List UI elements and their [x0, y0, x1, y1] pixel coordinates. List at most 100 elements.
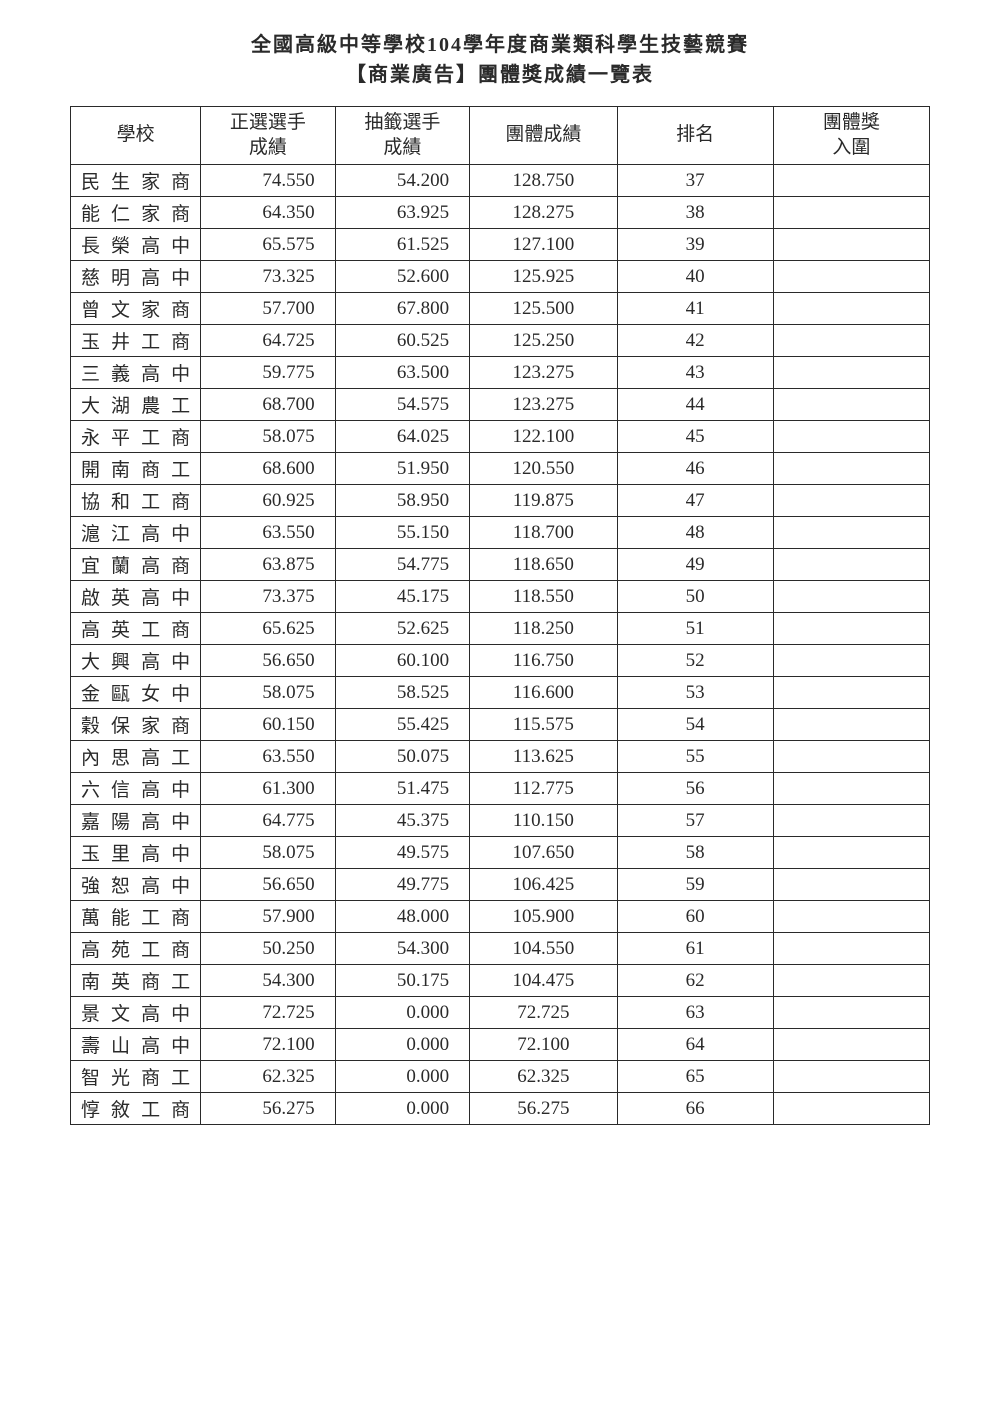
cell-school: 高英工商	[71, 613, 201, 645]
cell-rank: 54	[617, 709, 773, 741]
cell-award	[773, 485, 929, 517]
cell-rank: 41	[617, 293, 773, 325]
cell-score1: 62.325	[201, 1061, 335, 1093]
cell-rank: 49	[617, 549, 773, 581]
cell-rank: 62	[617, 965, 773, 997]
cell-award	[773, 1093, 929, 1125]
cell-rank: 45	[617, 421, 773, 453]
cell-award	[773, 517, 929, 549]
cell-rank: 46	[617, 453, 773, 485]
cell-score2: 63.925	[335, 197, 469, 229]
cell-award	[773, 933, 929, 965]
cell-score2: 0.000	[335, 1093, 469, 1125]
table-row: 滬江高中63.55055.150118.70048	[71, 517, 930, 549]
cell-award	[773, 805, 929, 837]
cell-total: 116.750	[470, 645, 617, 677]
cell-rank: 47	[617, 485, 773, 517]
cell-award	[773, 1061, 929, 1093]
cell-score2: 51.950	[335, 453, 469, 485]
cell-rank: 61	[617, 933, 773, 965]
cell-school: 南英商工	[71, 965, 201, 997]
cell-total: 110.150	[470, 805, 617, 837]
cell-rank: 52	[617, 645, 773, 677]
cell-score2: 45.375	[335, 805, 469, 837]
cell-school: 三義高中	[71, 357, 201, 389]
table-row: 協和工商60.92558.950119.87547	[71, 485, 930, 517]
cell-score1: 65.625	[201, 613, 335, 645]
table-row: 三義高中59.77563.500123.27543	[71, 357, 930, 389]
cell-score2: 0.000	[335, 1061, 469, 1093]
cell-award	[773, 549, 929, 581]
cell-school: 長榮高中	[71, 229, 201, 261]
cell-total: 107.650	[470, 837, 617, 869]
cell-score1: 63.875	[201, 549, 335, 581]
cell-score2: 60.525	[335, 325, 469, 357]
cell-school: 能仁家商	[71, 197, 201, 229]
cell-score2: 58.525	[335, 677, 469, 709]
cell-school: 壽山高中	[71, 1029, 201, 1061]
cell-score1: 60.150	[201, 709, 335, 741]
cell-total: 118.700	[470, 517, 617, 549]
results-table: 學校 正選選手 成績 抽籤選手 成績 團體成績 排名 團體獎 入圍 民生家商74…	[70, 106, 930, 1125]
cell-score1: 63.550	[201, 741, 335, 773]
cell-score2: 0.000	[335, 1029, 469, 1061]
cell-total: 113.625	[470, 741, 617, 773]
cell-score1: 68.600	[201, 453, 335, 485]
cell-total: 118.550	[470, 581, 617, 613]
cell-school: 玉里高中	[71, 837, 201, 869]
col-award-l2: 入圍	[832, 137, 870, 158]
cell-school: 開南商工	[71, 453, 201, 485]
title-line-2: 【商業廣告】團體獎成績一覽表	[70, 60, 930, 90]
table-row: 強恕高中56.65049.775106.42559	[71, 869, 930, 901]
cell-score1: 56.650	[201, 869, 335, 901]
cell-award	[773, 229, 929, 261]
cell-award	[773, 261, 929, 293]
cell-award	[773, 293, 929, 325]
cell-school: 啟英高中	[71, 581, 201, 613]
title-line-1: 全國高級中等學校104學年度商業類科學生技藝競賽	[70, 30, 930, 60]
cell-score2: 64.025	[335, 421, 469, 453]
cell-score2: 49.775	[335, 869, 469, 901]
cell-award	[773, 709, 929, 741]
cell-award	[773, 645, 929, 677]
cell-total: 118.650	[470, 549, 617, 581]
col-score1-l2: 成績	[249, 137, 287, 158]
cell-award	[773, 197, 929, 229]
cell-score2: 51.475	[335, 773, 469, 805]
cell-school: 慈明高中	[71, 261, 201, 293]
cell-school: 穀保家商	[71, 709, 201, 741]
table-row: 曾文家商57.70067.800125.50041	[71, 293, 930, 325]
cell-score1: 63.550	[201, 517, 335, 549]
cell-total: 120.550	[470, 453, 617, 485]
cell-school: 萬能工商	[71, 901, 201, 933]
table-row: 慈明高中73.32552.600125.92540	[71, 261, 930, 293]
cell-score2: 67.800	[335, 293, 469, 325]
cell-score1: 59.775	[201, 357, 335, 389]
cell-award	[773, 325, 929, 357]
cell-award	[773, 581, 929, 613]
cell-school: 強恕高中	[71, 869, 201, 901]
cell-score1: 72.725	[201, 997, 335, 1029]
cell-rank: 56	[617, 773, 773, 805]
cell-total: 119.875	[470, 485, 617, 517]
cell-rank: 51	[617, 613, 773, 645]
cell-total: 106.425	[470, 869, 617, 901]
cell-rank: 66	[617, 1093, 773, 1125]
col-score2-l1: 抽籤選手	[364, 112, 440, 133]
table-row: 壽山高中72.1000.00072.10064	[71, 1029, 930, 1061]
cell-score1: 50.250	[201, 933, 335, 965]
cell-score2: 52.600	[335, 261, 469, 293]
cell-rank: 64	[617, 1029, 773, 1061]
cell-school: 高苑工商	[71, 933, 201, 965]
cell-award	[773, 869, 929, 901]
cell-rank: 42	[617, 325, 773, 357]
cell-total: 122.100	[470, 421, 617, 453]
cell-rank: 65	[617, 1061, 773, 1093]
col-total: 團體成績	[470, 107, 617, 165]
col-award: 團體獎 入圍	[773, 107, 929, 165]
table-row: 高英工商65.62552.625118.25051	[71, 613, 930, 645]
cell-total: 56.275	[470, 1093, 617, 1125]
cell-rank: 63	[617, 997, 773, 1029]
cell-rank: 58	[617, 837, 773, 869]
cell-score1: 58.075	[201, 677, 335, 709]
